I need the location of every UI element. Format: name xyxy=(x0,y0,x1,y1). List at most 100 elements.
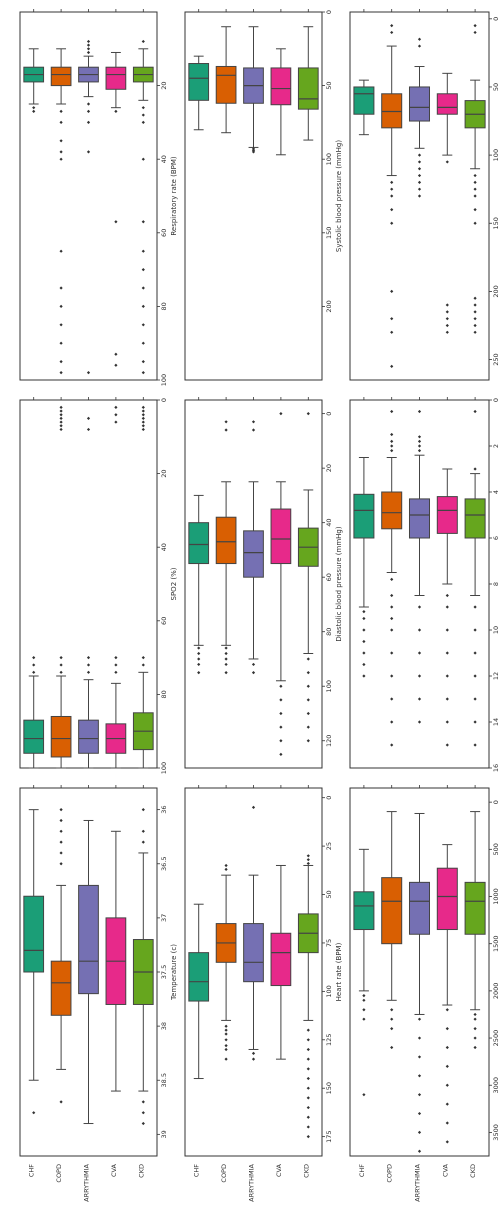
flier-point xyxy=(445,317,449,321)
value-tick-label: 39 xyxy=(160,1130,168,1138)
box-ckd xyxy=(297,854,319,1139)
flier-point xyxy=(141,413,145,417)
flier-point xyxy=(59,409,63,413)
category-label: CVA xyxy=(275,1163,283,1177)
flier-point xyxy=(59,139,63,143)
iqr-box xyxy=(436,867,458,931)
flier-point xyxy=(473,187,477,191)
box-arrythmia xyxy=(78,416,99,769)
flier-point xyxy=(141,39,145,44)
flier-point xyxy=(473,1017,477,1021)
flier-point xyxy=(362,616,366,621)
flier-point xyxy=(306,1057,310,1061)
value-tick-label: 100 xyxy=(325,680,333,692)
box-chf xyxy=(23,809,45,1115)
box-arrythmia xyxy=(408,812,431,1153)
flier-point xyxy=(224,651,228,656)
flier-point xyxy=(114,220,118,224)
value-tick-label: 2000 xyxy=(492,983,498,1000)
flier-point xyxy=(473,1036,477,1040)
value-tick-label: 0 xyxy=(325,796,333,800)
box-ckd xyxy=(297,26,319,141)
flier-point xyxy=(445,323,449,328)
flier-point xyxy=(141,106,145,110)
iqr-box xyxy=(78,884,99,995)
flier-point xyxy=(59,420,63,424)
box-copd xyxy=(381,24,403,368)
panel-8: 0246810121416Cardiac output (L/min) xyxy=(349,397,498,772)
flier-point xyxy=(390,439,394,443)
flier-point xyxy=(473,330,477,334)
value-tick-label: 200 xyxy=(325,300,333,312)
flier-point xyxy=(59,341,63,345)
category-label: CKD xyxy=(469,1164,477,1178)
flier-point xyxy=(59,150,63,154)
flier-point xyxy=(417,153,422,157)
flier-point xyxy=(473,30,477,35)
box-copd xyxy=(381,409,403,747)
flier-point xyxy=(445,593,449,598)
flier-point xyxy=(197,646,201,650)
flier-point xyxy=(224,662,228,667)
flier-point xyxy=(224,670,228,675)
flier-point xyxy=(417,449,422,453)
flier-point xyxy=(362,610,366,614)
flier-point xyxy=(224,1038,228,1042)
flier-point xyxy=(59,851,63,855)
flier-point xyxy=(251,662,256,667)
flier-point xyxy=(390,24,394,28)
value-tick-label: 4 xyxy=(492,490,498,494)
box-cva xyxy=(105,405,127,769)
flier-point xyxy=(141,371,145,375)
flier-point xyxy=(114,363,118,367)
flier-point xyxy=(473,296,477,300)
value-tick-label: 8 xyxy=(492,582,498,586)
value-tick-label: 175 xyxy=(325,1130,333,1142)
flier-point xyxy=(59,656,63,660)
value-tick-label: 100 xyxy=(325,985,333,997)
iqr-box xyxy=(436,93,458,115)
flier-point xyxy=(141,157,145,161)
value-tick-label: 3000 xyxy=(492,1077,498,1094)
flier-point xyxy=(59,157,63,161)
flier-point xyxy=(306,684,310,688)
flier-point xyxy=(86,427,91,432)
flier-point xyxy=(306,725,310,729)
flier-point xyxy=(390,593,394,598)
value-tick-label: 16 xyxy=(492,764,498,772)
flier-point xyxy=(362,651,366,655)
flier-point xyxy=(390,697,394,701)
box-copd xyxy=(50,405,72,769)
flier-point xyxy=(473,221,477,225)
flier-point xyxy=(417,1111,422,1116)
flier-point xyxy=(306,1076,310,1081)
value-tick-label: 12 xyxy=(492,672,498,680)
value-tick-label: 37.5 xyxy=(160,965,168,979)
flier-point xyxy=(141,1100,145,1104)
flier-point xyxy=(306,1067,310,1071)
iqr-box xyxy=(188,522,210,565)
value-tick-label: 0 xyxy=(492,800,498,804)
value-tick-label: 37 xyxy=(160,914,168,922)
flier-point xyxy=(306,1028,310,1032)
iqr-box xyxy=(464,881,486,935)
flier-point xyxy=(32,1111,36,1115)
value-tick-label: 6 xyxy=(492,536,498,540)
value-tick-label: 10 xyxy=(492,626,498,634)
flier-point xyxy=(390,364,394,368)
flier-point xyxy=(224,1032,228,1036)
flier-point xyxy=(59,862,63,866)
flier-point xyxy=(390,720,394,724)
flier-point xyxy=(417,1074,422,1078)
iqr-box xyxy=(215,516,237,565)
flier-point xyxy=(473,317,477,321)
value-tick-label: 14 xyxy=(492,718,498,726)
flier-point xyxy=(59,416,63,420)
flier-point xyxy=(197,657,201,661)
value-tick-label: 0 xyxy=(325,10,333,14)
box-ckd xyxy=(132,808,154,1126)
category-label: CVA xyxy=(110,1163,118,1177)
flier-point xyxy=(251,150,256,154)
flier-point xyxy=(86,371,91,375)
flier-point xyxy=(473,651,477,655)
